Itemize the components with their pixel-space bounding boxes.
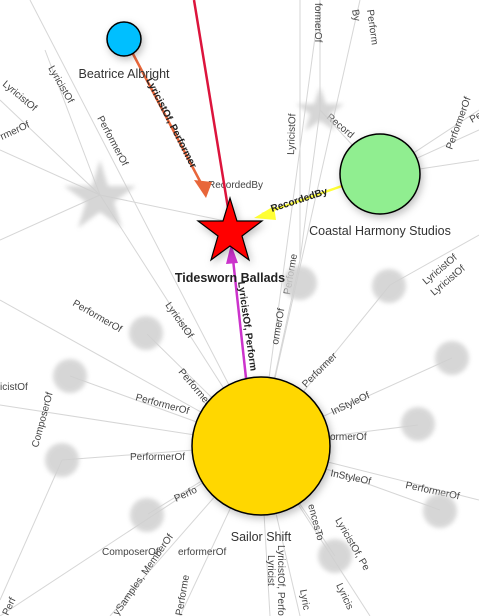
edge-label: RecordedBy: [208, 180, 263, 191]
edge-label: icistOf: [0, 382, 28, 393]
edge-label: LyricistOf: [0, 79, 39, 114]
edge-label: LyricistOf, Perfor: [275, 545, 286, 616]
edge-sailor-tidesworn: [230, 249, 248, 379]
edge-label: PerformerOf: [71, 298, 124, 335]
node-label-beatrice-albright: Beatrice Albright: [78, 67, 170, 81]
edge-label: Lyricist: [265, 555, 276, 586]
ghost-node: [53, 359, 87, 393]
arrowhead-coastal-tidesworn: [254, 206, 276, 220]
edge-label: Perf: [1, 596, 19, 616]
edge-beatrice-tidesworn: [130, 51, 204, 186]
edge-coastal-tidesworn: [261, 184, 343, 216]
edge-label: Lyric: [297, 589, 311, 611]
edge-label: ComposerOf: [30, 391, 55, 449]
ghost-node: [129, 316, 163, 350]
highlighted-edges: [130, 0, 343, 379]
ghost-star-node: [64, 160, 136, 228]
edge-label-beatrice-tidesworn: LyricistOf, Performer: [143, 76, 198, 170]
edge-label: PerformerOf: [94, 114, 130, 168]
edge-top-red: [192, 0, 230, 209]
arrowhead-sailor-tidesworn: [226, 244, 238, 264]
edge-label: LyricistOf: [286, 113, 298, 155]
node-tidesworn-ballads-star: [196, 195, 264, 262]
ghost-node: [401, 407, 435, 441]
node-coastal-harmony-studios[interactable]: Coastal Harmony Studios: [309, 133, 451, 238]
edge-label: LyricistOf: [163, 300, 196, 340]
edge-label: By: [349, 9, 362, 22]
node-label-sailor-shift: Sailor Shift: [231, 530, 292, 544]
edge-label: PerformerOf: [444, 95, 473, 151]
ghost-star-node: [296, 87, 344, 131]
ghost-node: [435, 341, 469, 375]
edge-label: formerOf: [312, 3, 323, 43]
edge-label: ComposerOf: [102, 547, 159, 558]
edge-label: ormerOf: [270, 307, 287, 345]
ghost-node: [45, 443, 79, 477]
edge-label: LyricistOf: [45, 64, 75, 105]
edge-label: ySamples, MemberOf: [111, 532, 176, 616]
node-coastal-harmony-studios-circle: [339, 133, 421, 215]
edge-label: erformerOf: [178, 547, 227, 558]
edge-label: InStyleOf: [330, 390, 372, 417]
ghost-node: [423, 494, 457, 528]
background-nodes: [45, 87, 469, 573]
edge-label: Performer: [300, 350, 340, 390]
edge-label: Perform: [364, 9, 380, 46]
arrowhead-beatrice-tidesworn: [194, 180, 212, 198]
ghost-node: [372, 269, 406, 303]
ghost-node: [283, 266, 317, 300]
edge-label: PerformerOf: [130, 452, 185, 463]
node-sailor-shift[interactable]: Sailor Shift: [191, 376, 331, 544]
ghost-node: [130, 498, 164, 532]
node-beatrice-albright[interactable]: Beatrice Albright: [78, 21, 170, 81]
edge-label-coastal-tidesworn: RecordedBy: [270, 186, 330, 215]
node-beatrice-albright-circle: [106, 21, 142, 57]
ghost-node: [318, 539, 352, 573]
edge-label: Lyricis: [333, 582, 355, 612]
node-label-coastal-harmony-studios: Coastal Harmony Studios: [309, 224, 451, 238]
edge-label: rmerOf: [0, 120, 32, 143]
edge-label: encesTo: [305, 503, 325, 542]
edge-label: PerformerOf: [134, 392, 190, 417]
node-tidesworn-ballads[interactable]: Tidesworn Ballads: [175, 195, 285, 285]
node-label-tidesworn-ballads: Tidesworn Ballads: [175, 271, 285, 285]
edge-label-sailor-tidesworn: LyricistOf, Perform: [235, 281, 258, 372]
node-sailor-shift-circle: [191, 376, 331, 516]
edge-label: ormerOf: [330, 432, 367, 443]
edge-label: Perfo: [173, 484, 200, 504]
